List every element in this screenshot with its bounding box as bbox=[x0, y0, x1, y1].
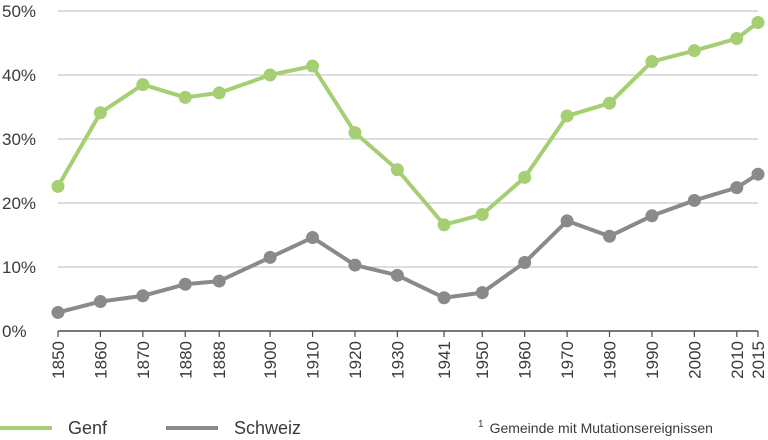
y-tick-label: 0% bbox=[2, 322, 27, 341]
data-point-genf bbox=[306, 59, 320, 73]
x-tick-label: 1970 bbox=[558, 341, 577, 379]
y-tick-label: 10% bbox=[2, 258, 36, 277]
x-axis-ticks: 1850 1860 1870 1880 1888 1900 1910 1920 1930 1941… bbox=[49, 331, 768, 379]
data-point-schweiz bbox=[178, 277, 192, 291]
data-point-schweiz bbox=[348, 258, 362, 272]
data-point-schweiz bbox=[306, 231, 320, 245]
x-tick-label: 2000 bbox=[685, 341, 704, 379]
y-axis-ticks: 0% 10% 20% 30% 40% 50% bbox=[2, 2, 36, 341]
line-chart: 0% 10% 20% 30% 40% 50% 1850 1860 1870 1880 1888 19… bbox=[2, 2, 768, 379]
x-tick-label: 1910 bbox=[304, 341, 323, 379]
data-point-genf bbox=[645, 55, 659, 69]
data-point-schweiz bbox=[136, 289, 150, 303]
data-point-schweiz bbox=[751, 167, 765, 181]
data-point-genf bbox=[751, 16, 765, 30]
x-tick-label: 1870 bbox=[134, 341, 153, 379]
x-tick-label: 1950 bbox=[473, 341, 492, 379]
data-point-schweiz bbox=[263, 250, 277, 264]
legend-item-schweiz: Schweiz bbox=[166, 416, 301, 440]
footnote-text: Gemeinde mit Mutationsereignissen bbox=[489, 420, 713, 436]
data-point-schweiz bbox=[390, 268, 404, 282]
x-tick-label: 1941 bbox=[435, 341, 454, 379]
data-point-schweiz bbox=[645, 209, 659, 223]
data-point-genf bbox=[390, 163, 404, 177]
data-point-genf bbox=[348, 126, 362, 140]
series-line-genf bbox=[56, 20, 760, 227]
data-point-genf bbox=[560, 109, 574, 123]
legend-label-genf: Genf bbox=[68, 417, 108, 438]
data-point-schweiz bbox=[93, 295, 107, 309]
x-tick-label: 1888 bbox=[210, 341, 229, 379]
gridlines bbox=[58, 10, 758, 332]
data-point-genf bbox=[437, 218, 451, 232]
data-point-genf bbox=[603, 96, 617, 110]
data-point-schweiz bbox=[212, 274, 226, 288]
x-tick-label: 1860 bbox=[91, 341, 110, 379]
data-point-schweiz bbox=[518, 256, 532, 270]
data-point-genf bbox=[687, 44, 701, 58]
footnote-marker: 1 bbox=[478, 418, 484, 430]
y-tick-label: 40% bbox=[2, 66, 36, 85]
x-tick-label: 1880 bbox=[176, 341, 195, 379]
x-tick-label: 1900 bbox=[261, 341, 280, 379]
legend-swatch-schweiz bbox=[166, 426, 218, 430]
x-tick-label: 1980 bbox=[601, 341, 620, 379]
data-point-genf bbox=[263, 68, 277, 82]
data-point-schweiz bbox=[475, 286, 489, 300]
data-point-schweiz bbox=[603, 229, 617, 243]
data-point-schweiz bbox=[730, 181, 744, 195]
data-point-genf bbox=[475, 208, 489, 222]
data-point-genf bbox=[212, 86, 226, 100]
x-tick-label: 1850 bbox=[49, 341, 68, 379]
y-tick-label: 20% bbox=[2, 194, 36, 213]
data-point-schweiz bbox=[560, 214, 574, 228]
y-tick-label: 50% bbox=[2, 2, 36, 21]
x-tick-label: 1930 bbox=[388, 341, 407, 379]
data-point-genf bbox=[93, 106, 107, 120]
data-point-schweiz bbox=[51, 305, 65, 319]
x-tick-label: 1960 bbox=[516, 341, 535, 379]
series-line-schweiz bbox=[56, 172, 760, 315]
y-tick-label: 30% bbox=[2, 130, 36, 149]
x-tick-label: 1920 bbox=[346, 341, 365, 379]
data-point-genf bbox=[136, 78, 150, 92]
legend-item-genf: Genf bbox=[0, 416, 107, 440]
data-point-schweiz bbox=[687, 193, 701, 207]
series-lines bbox=[51, 16, 765, 319]
x-tick-label: 2010 bbox=[728, 341, 747, 379]
x-tick-label: 2015 bbox=[749, 341, 768, 379]
legend-swatch-genf bbox=[0, 426, 52, 430]
data-point-genf bbox=[178, 90, 192, 104]
x-tick-label: 1990 bbox=[643, 341, 662, 379]
data-point-genf bbox=[730, 32, 744, 46]
legend-label-schweiz: Schweiz bbox=[234, 417, 302, 438]
data-point-schweiz bbox=[437, 291, 451, 305]
footnote: 1 Gemeinde mit Mutationsereignissen bbox=[478, 416, 713, 440]
data-point-genf bbox=[518, 170, 532, 184]
data-point-genf bbox=[51, 179, 65, 193]
